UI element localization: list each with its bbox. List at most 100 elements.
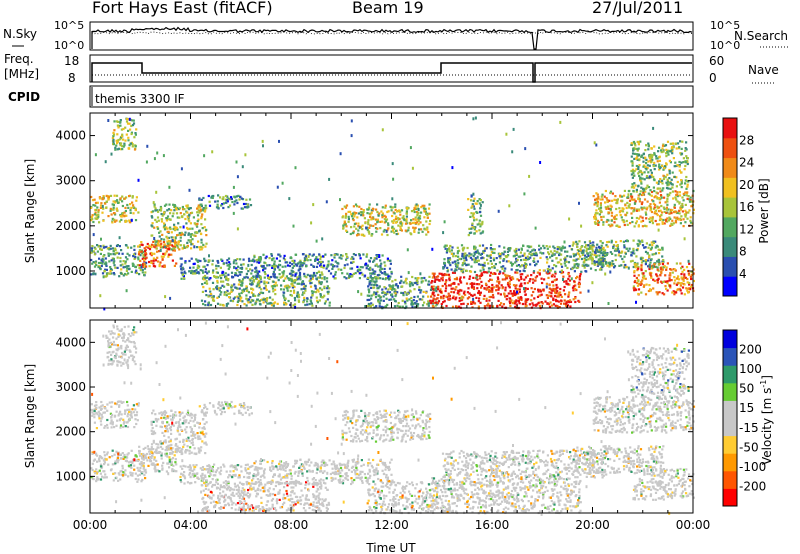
data-cell bbox=[582, 249, 585, 252]
data-cell bbox=[580, 245, 583, 248]
data-cell bbox=[659, 280, 663, 283]
data-cell bbox=[194, 234, 197, 237]
data-cell bbox=[193, 245, 196, 249]
data-cell bbox=[597, 197, 600, 200]
data-cell bbox=[493, 266, 496, 269]
data-cell bbox=[309, 282, 312, 285]
data-cell bbox=[489, 289, 492, 292]
data-cell bbox=[553, 294, 557, 298]
data-cell bbox=[413, 295, 416, 299]
data-cell bbox=[602, 215, 605, 218]
data-cell bbox=[247, 301, 250, 304]
noise-left-label: N.Sky bbox=[3, 27, 37, 41]
data-cell bbox=[299, 263, 302, 266]
data-cell bbox=[100, 237, 102, 241]
data-cell bbox=[273, 285, 277, 288]
data-cell bbox=[637, 143, 640, 146]
data-cell bbox=[562, 275, 565, 278]
data-cell bbox=[636, 242, 639, 246]
data-cell bbox=[472, 199, 475, 202]
data-cell bbox=[658, 198, 661, 201]
data-cell bbox=[154, 209, 157, 212]
data-cell bbox=[304, 284, 307, 287]
data-cell bbox=[375, 276, 378, 279]
data-cell bbox=[649, 261, 652, 264]
data-cell bbox=[300, 283, 303, 286]
data-cell bbox=[438, 279, 441, 282]
data-cell bbox=[671, 209, 674, 212]
data-cell bbox=[456, 252, 459, 255]
data-cell bbox=[196, 260, 200, 263]
data-cell bbox=[98, 221, 101, 224]
data-cell bbox=[652, 202, 655, 205]
data-cell bbox=[466, 246, 469, 250]
data-cell bbox=[134, 219, 138, 222]
data-cell bbox=[559, 293, 562, 297]
data-cell bbox=[480, 223, 483, 226]
data-cell bbox=[613, 217, 616, 221]
data-cell bbox=[324, 300, 327, 303]
data-cell bbox=[441, 274, 444, 277]
data-cell bbox=[671, 186, 674, 189]
data-cell bbox=[451, 305, 455, 308]
data-cell bbox=[635, 248, 638, 252]
data-cell bbox=[635, 153, 638, 156]
data-cell bbox=[515, 257, 518, 260]
data-cell bbox=[415, 302, 418, 306]
data-cell bbox=[387, 222, 390, 225]
data-cell bbox=[609, 225, 612, 228]
data-cell bbox=[674, 142, 677, 146]
data-cell bbox=[381, 216, 384, 219]
data-cell bbox=[245, 294, 248, 297]
data-cell bbox=[671, 152, 674, 155]
data-cell bbox=[386, 303, 389, 306]
data-cell bbox=[405, 219, 408, 222]
data-cell bbox=[134, 266, 137, 269]
data-cell bbox=[405, 215, 408, 218]
data-cell bbox=[121, 212, 124, 215]
data-cell bbox=[215, 271, 218, 274]
data-cell bbox=[584, 254, 587, 257]
data-cell bbox=[390, 298, 393, 301]
data-cell bbox=[230, 286, 233, 289]
data-cell bbox=[579, 255, 582, 258]
data-cell bbox=[189, 266, 192, 269]
data-cell bbox=[280, 275, 284, 278]
data-cell bbox=[346, 263, 349, 266]
data-cell bbox=[372, 224, 375, 227]
data-cell bbox=[443, 300, 446, 303]
data-cell bbox=[628, 247, 631, 250]
data-cell bbox=[98, 267, 102, 270]
data-cell bbox=[352, 260, 355, 263]
data-cell bbox=[173, 240, 176, 243]
data-cell bbox=[661, 179, 664, 182]
data-cell bbox=[676, 193, 679, 196]
data-cell bbox=[656, 279, 659, 282]
data-cell bbox=[151, 222, 154, 225]
data-cell bbox=[663, 293, 666, 296]
data-cell bbox=[113, 264, 116, 267]
data-cell bbox=[373, 259, 376, 262]
data-cell bbox=[547, 276, 550, 279]
data-cell bbox=[613, 215, 616, 218]
data-cell bbox=[358, 277, 361, 280]
data-cell bbox=[659, 180, 662, 183]
data-cell bbox=[137, 245, 140, 248]
data-cell bbox=[659, 248, 662, 251]
data-cell bbox=[545, 256, 548, 259]
data-cell bbox=[117, 147, 120, 150]
data-cell bbox=[476, 255, 479, 259]
data-cell bbox=[377, 294, 380, 297]
data-cell bbox=[475, 230, 478, 233]
data-cell bbox=[378, 269, 382, 272]
data-cell bbox=[614, 254, 617, 257]
data-cell bbox=[238, 294, 241, 298]
data-cell bbox=[514, 251, 517, 254]
data-cell bbox=[516, 278, 519, 281]
data-cell bbox=[675, 277, 678, 280]
data-cell bbox=[558, 246, 561, 249]
data-cell bbox=[683, 237, 686, 241]
data-cell bbox=[404, 229, 407, 232]
data-cell bbox=[415, 300, 418, 303]
data-cell bbox=[639, 190, 642, 193]
